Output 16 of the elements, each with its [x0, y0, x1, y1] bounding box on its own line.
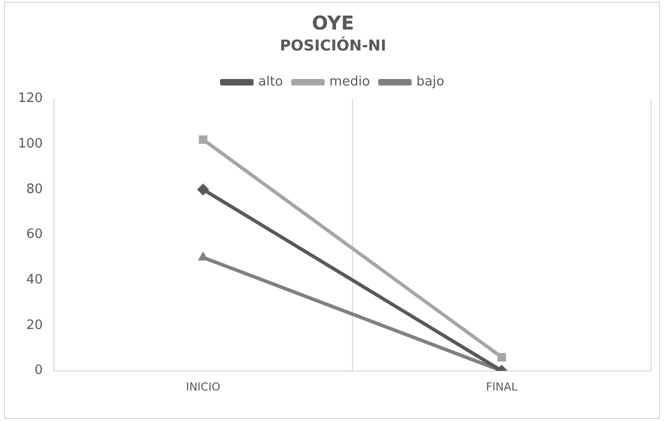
y-tick-label: 80 — [26, 182, 43, 197]
legend-label: bajo — [416, 74, 444, 90]
y-tick-label: 100 — [18, 136, 43, 152]
y-tick-label: 120 — [18, 91, 43, 106]
chart-subtitle: POSICIÓN-NI — [280, 36, 386, 55]
legend-label: alto — [258, 74, 283, 90]
legend-label: medio — [329, 74, 370, 90]
chart-title: OYE — [312, 12, 354, 34]
point — [197, 183, 210, 196]
x-tick-label: FINAL — [486, 380, 518, 394]
x-tick-label: INICIO — [186, 380, 221, 394]
point — [198, 135, 208, 144]
y-tick-label: 40 — [26, 272, 43, 288]
y-tick-label: 60 — [26, 227, 43, 242]
y-tick-label: 20 — [26, 318, 43, 333]
y-tick-label: 0 — [34, 363, 43, 378]
